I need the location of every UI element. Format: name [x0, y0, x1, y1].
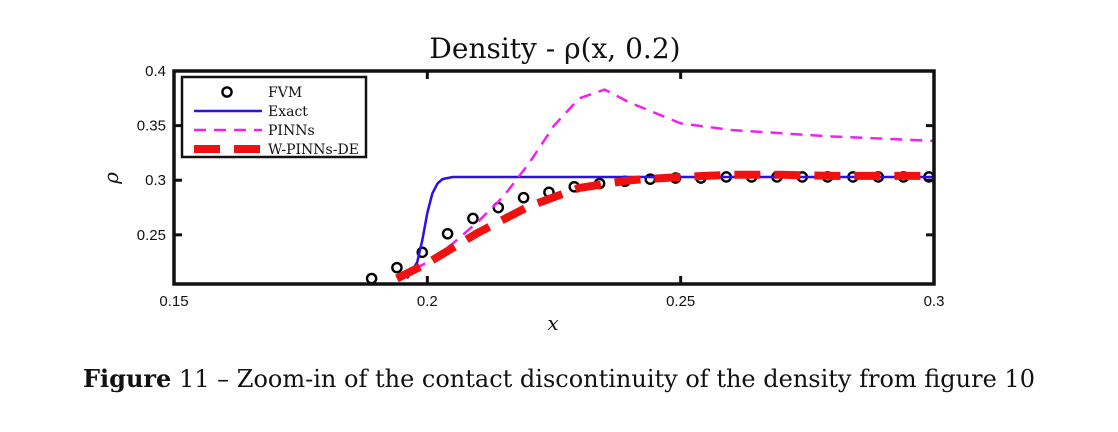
y-axis-label: ρ: [99, 172, 123, 185]
series-exact-line: [406, 175, 934, 280]
caption-label: Figure: [83, 364, 172, 393]
series-layer: [365, 88, 934, 284]
fvm-point: [441, 227, 454, 240]
y-tick-label: 0.25: [137, 227, 166, 244]
fvm-point: [391, 261, 403, 274]
fvm-point: [467, 212, 479, 225]
legend-label-exact: Exact: [268, 104, 308, 120]
chart-title: Density - ρ(x, 0.2): [429, 32, 680, 65]
series-w-pinns-de-line: [395, 170, 934, 283]
caption-text: Zoom-in of the contact discontinuity of …: [236, 365, 1035, 393]
x-tick-label: 0.15: [159, 293, 188, 310]
legend-swatch-fvm: [221, 86, 233, 98]
plot-area: 0.15 0.2 0.25 0.3 0.25 0.3 0.35 0.4: [137, 63, 945, 310]
fvm-point: [517, 191, 530, 204]
caption-number: 11: [178, 365, 210, 393]
legend-label-w-pinns-de: W-PINNs-DE: [268, 142, 359, 158]
x-axis-label: x: [547, 311, 558, 335]
fvm-point: [365, 272, 378, 284]
y-tick-label: 0.4: [145, 63, 166, 80]
y-tick-label: 0.3: [145, 172, 166, 189]
y-tick-label: 0.35: [137, 118, 166, 135]
legend-items: FVM Exact PINNs W-PINNs-DE: [194, 85, 359, 158]
x-tick-label: 0.25: [666, 293, 695, 310]
legend: FVM Exact PINNs W-PINNs-DE: [180, 75, 368, 159]
series-fvm: [365, 171, 934, 284]
x-tick-label: 0.3: [924, 293, 945, 310]
x-tick-label: 0.2: [417, 293, 438, 310]
fvm-point: [416, 246, 429, 259]
caption-dash: –: [217, 365, 230, 393]
figure-caption: Figure 11 – Zoom-in of the contact disco…: [0, 364, 1118, 393]
legend-label-pinns: PINNs: [268, 123, 315, 139]
legend-label-fvm: FVM: [268, 85, 302, 101]
series-pinns-line: [396, 88, 934, 280]
plot-frame: [172, 69, 936, 286]
tick-layer: 0.15 0.2 0.25 0.3 0.25 0.3 0.35 0.4: [137, 63, 945, 310]
legend-box: [180, 75, 368, 159]
